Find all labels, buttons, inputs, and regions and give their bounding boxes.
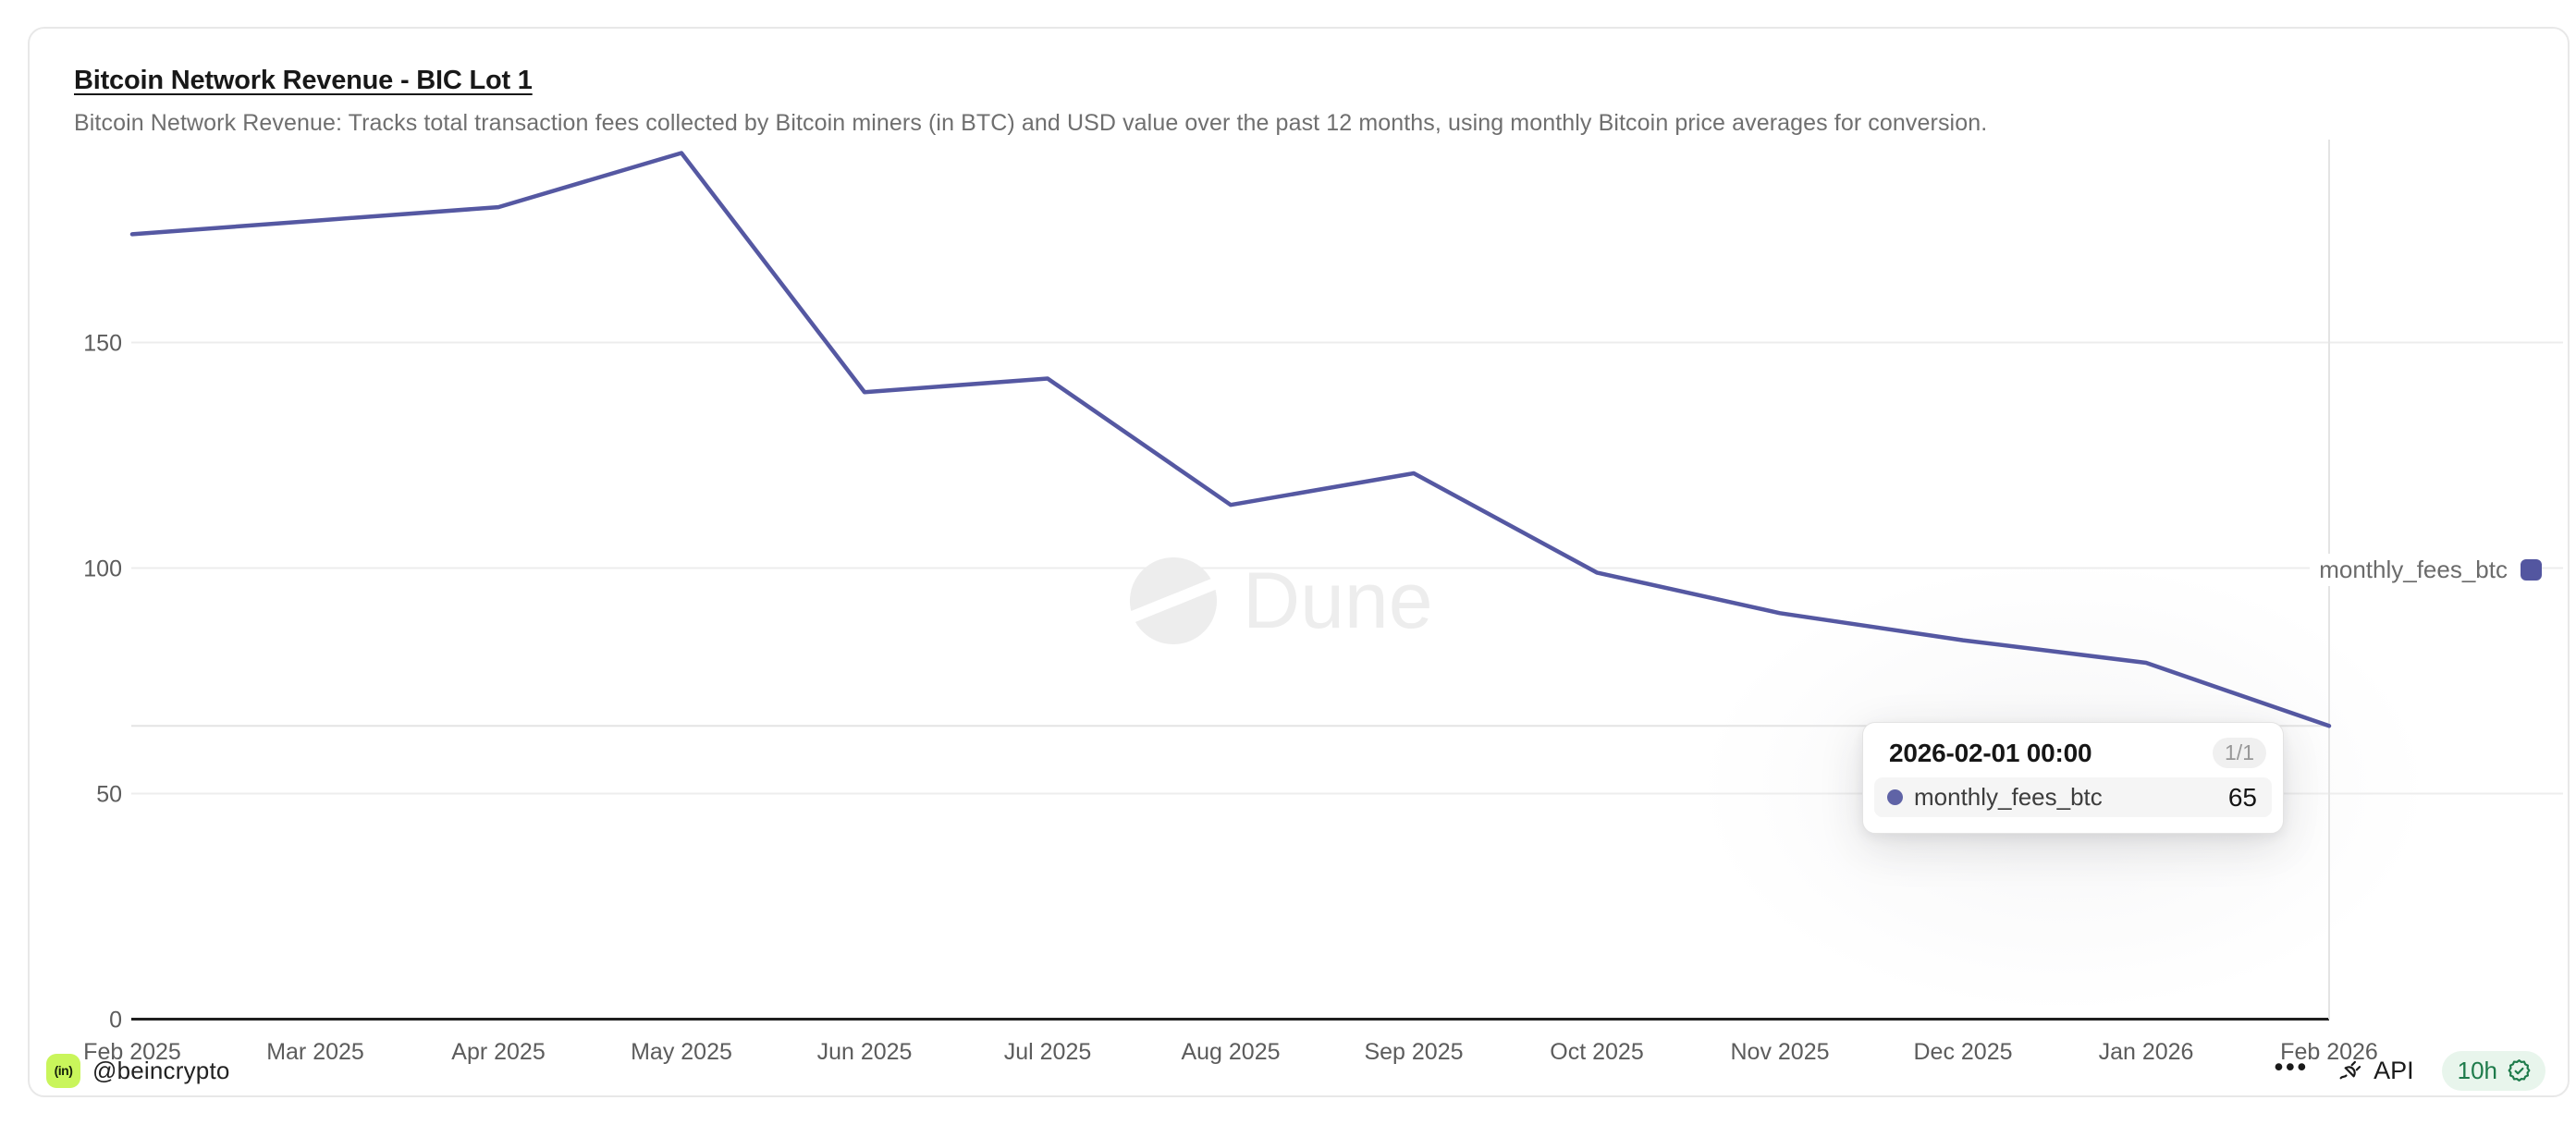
verified-check-icon (2508, 1058, 2531, 1082)
x-tick-label: Sep 2025 (1364, 1039, 1463, 1065)
chart-title[interactable]: Bitcoin Network Revenue - BIC Lot 1 (74, 66, 533, 95)
api-button[interactable]: API (2337, 1057, 2414, 1085)
chart-card: Bitcoin Network Revenue - BIC Lot 1 Bitc… (28, 27, 2572, 1101)
tooltip-series-label: monthly_fees_btc (1914, 783, 2103, 811)
x-tick-label: Nov 2025 (1730, 1039, 1829, 1065)
tooltip-page-badge: 1/1 (2213, 738, 2266, 768)
x-tick-label: Aug 2025 (1181, 1039, 1280, 1065)
legend-label: monthly_fees_btc (2319, 556, 2508, 583)
beincrypto-logo-icon: (in) (46, 1053, 80, 1088)
y-tick-label: 150 (83, 331, 122, 357)
x-tick-label: Jun 2025 (817, 1039, 913, 1065)
legend-item-monthly-fees-btc[interactable]: monthly_fees_btc (2310, 554, 2542, 586)
x-tick-label: Jul 2025 (1004, 1039, 1092, 1065)
x-tick-label: Apr 2025 (451, 1039, 545, 1065)
series-line-monthly_fees_btc (129, 151, 2332, 728)
tooltip-series-value: 65 (2227, 782, 2257, 812)
api-label: API (2374, 1056, 2414, 1084)
refresh-badge[interactable]: 10h (2441, 1050, 2545, 1091)
x-tick-label: May 2025 (631, 1039, 732, 1065)
chart-tooltip: 2026-02-01 00:00 1/1 monthly_fees_btc 65 (1862, 722, 2284, 834)
tooltip-series-row: monthly_fees_btc 65 (1874, 777, 2272, 817)
x-tick-label: Oct 2025 (1550, 1039, 1643, 1065)
revenue-line-chart: 0 50 100 150 Feb 2025 Mar 2025 Apr 2025 May 202… (83, 140, 2563, 1065)
beincrypto-author-link[interactable]: (in) @beincrypto (46, 1049, 230, 1092)
series-color-dot (1887, 789, 1903, 805)
x-tick-label: Feb 2026 (2280, 1039, 2378, 1065)
tooltip-header: 2026-02-01 00:00 1/1 (1863, 723, 2283, 768)
x-tick-label: Jan 2026 (2099, 1039, 2194, 1065)
y-tick-label: 100 (83, 556, 122, 582)
x-tick-label: Mar 2025 (266, 1039, 364, 1065)
chart-subtitle: Bitcoin Network Revenue: Tracks total tr… (74, 110, 1988, 136)
y-tick-label: 50 (96, 782, 122, 808)
y-tick-label: 0 (109, 1008, 122, 1033)
more-options-button[interactable]: ••• (2274, 1052, 2310, 1081)
x-tick-label: Dec 2025 (1913, 1039, 2012, 1065)
legend-swatch (2521, 559, 2542, 581)
x-tick-label: Feb 2025 (83, 1039, 181, 1065)
refresh-time: 10h (2457, 1056, 2497, 1084)
plug-icon (2339, 1060, 2361, 1079)
author-handle: @beincrypto (92, 1056, 230, 1084)
tooltip-date: 2026-02-01 00:00 (1889, 738, 2092, 767)
footer-actions: ••• API 10h (2275, 1049, 2545, 1092)
